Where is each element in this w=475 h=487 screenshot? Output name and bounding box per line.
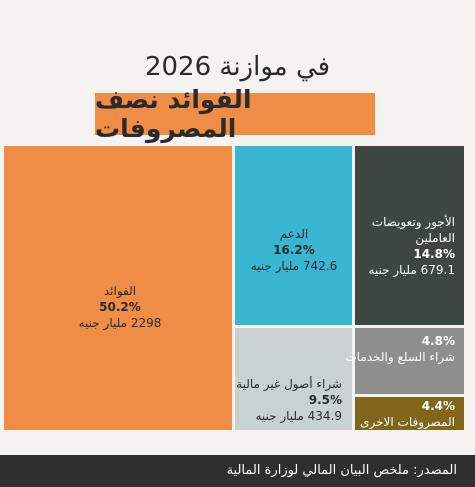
treemap-percent-label: 16.2% [273, 243, 315, 257]
treemap-rect [235, 328, 352, 430]
source-text: المصدر: ملخص البيان المالي لوزارة المالي… [226, 463, 457, 478]
treemap-value-label: 679.1 مليار جنيه [368, 263, 455, 278]
treemap-label-label: شراء السلع والخدمات [345, 350, 455, 365]
treemap-cell: 4.8% شراء السلع والخدمات [345, 328, 464, 394]
treemap-rect [235, 146, 352, 325]
treemap-value-label: 434.9 مليار جنيه [255, 409, 342, 424]
treemap-percent-label: 9.5% [309, 393, 342, 407]
treemap-percent-label: 4.4% [422, 399, 455, 413]
source-footer: المصدر: ملخص البيان المالي لوزارة المالي… [0, 455, 475, 487]
treemap-label-label: الفوائد [104, 284, 136, 299]
chart-title-band: الفوائد نصف المصروفات [95, 85, 375, 143]
treemap-label-label: الأجور وتعويضات [372, 214, 455, 230]
treemap-percent-label: 4.8% [422, 334, 455, 348]
treemap-value-label: 2298 مليار جنيه [79, 316, 162, 331]
treemap-cell: 4.4% المصروفات الاخرى [355, 397, 464, 430]
treemap-rect [355, 146, 464, 325]
treemap-cell: الدعم 16.2% 742.6 مليار جنيه [235, 146, 352, 325]
treemap-value-label: 742.6 مليار جنيه [251, 259, 338, 274]
treemap-label-label: شراء أصول غير مالية [236, 376, 342, 392]
chart-title-line1: في موازنة 2026 [144, 52, 331, 82]
treemap-label-label: الدعم [280, 227, 308, 241]
treemap-rect [355, 397, 464, 430]
treemap-label-label: المصروفات الاخرى [360, 415, 455, 430]
treemap-label-label: العاملين [415, 231, 455, 246]
treemap-percent-label: 14.8% [413, 247, 455, 261]
treemap-percent-label: 50.2% [99, 300, 141, 314]
chart-title-line2: الفوائد نصف المصروفات [95, 85, 252, 143]
treemap-rect [355, 328, 464, 394]
treemap-rect [4, 146, 232, 430]
